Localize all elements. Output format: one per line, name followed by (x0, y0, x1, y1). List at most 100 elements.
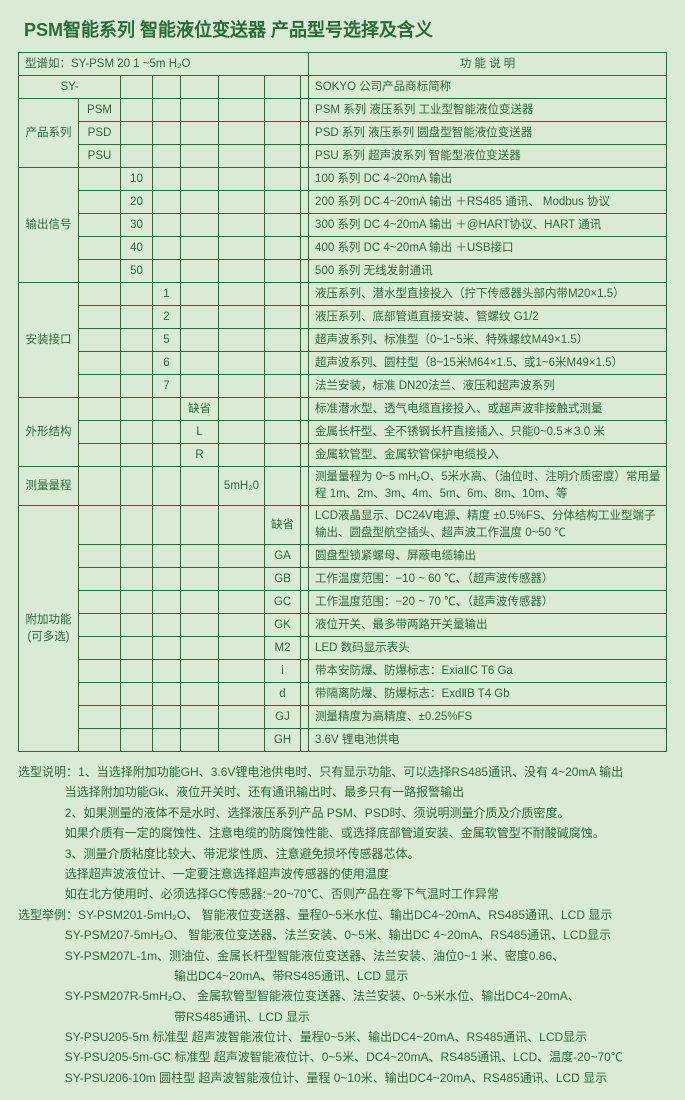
desc-cell: 300 系列 DC 4~20mA 输出 ＋@HART协议、HART 通讯 (309, 214, 667, 237)
cell: 1 (153, 283, 181, 306)
cell (79, 237, 121, 260)
cell: GJ (265, 706, 301, 729)
cell: 30 (121, 214, 153, 237)
cell (265, 306, 301, 329)
cell (301, 637, 309, 660)
desc-cell: 金属长杆型、全不锈钢长杆直接插入、只能0~0.5＊3.0 米 (309, 421, 667, 444)
cell (219, 260, 265, 283)
spec-row: 产品系列PSMPSM 系列 液压系列 工业型智能液位变送器 (19, 99, 667, 122)
cell: GK (265, 614, 301, 637)
cell (301, 375, 309, 398)
cell (153, 145, 181, 168)
cell (181, 545, 219, 568)
cell (219, 444, 265, 467)
cell (301, 329, 309, 352)
cell (301, 306, 309, 329)
cell (265, 283, 301, 306)
cell (121, 683, 153, 706)
spec-table: 型谱如：SY-PSM 20 1 ~5m H₂O 功 能 说 明 SY-SOKYO… (18, 52, 667, 752)
cell (153, 545, 181, 568)
cell: d (265, 683, 301, 706)
note-3b: 选择超声波液位计、一定要注意选择超声波传感器的使用温度 (18, 864, 667, 884)
cell: 10 (121, 168, 153, 191)
cell (153, 99, 181, 122)
cell: 50 (121, 260, 153, 283)
cell (121, 444, 153, 467)
cell (301, 568, 309, 591)
cell (79, 444, 121, 467)
spec-row: 2 液压系列、底部管道直接安装、管螺纹 G1/2 (19, 306, 667, 329)
cell (265, 76, 301, 99)
cell (181, 76, 219, 99)
spec-row: 安装接口1液压系列、潜水型直接投入（拧下传感器头部内带M20×1.5） (19, 283, 667, 306)
cell (121, 122, 153, 145)
cell (181, 122, 219, 145)
desc-cell: 法兰安装，标准 DN20法兰、液压和超声波系列 (309, 375, 667, 398)
cell (219, 506, 265, 545)
cell (181, 683, 219, 706)
spec-row: GJ测量精度为高精度、±0.25%FS (19, 706, 667, 729)
cell (79, 683, 121, 706)
cell (219, 375, 265, 398)
sel-label: 选型说明： (18, 765, 78, 779)
cell (121, 283, 153, 306)
cell (79, 191, 121, 214)
desc-cell: 液压系列、底部管道直接安装、管螺纹 G1/2 (309, 306, 667, 329)
cell: L (181, 421, 219, 444)
cell (301, 76, 309, 99)
cell (153, 76, 181, 99)
cell (121, 614, 153, 637)
cell (301, 214, 309, 237)
ex-7: SY-PSU206-10m 圆柱型 超声波智能液位计、量程 0~10米、输出DC… (18, 1068, 667, 1088)
cell: GC (265, 591, 301, 614)
cell (121, 421, 153, 444)
spec-row: L 金属长杆型、全不锈钢长杆直接插入、只能0~0.5＊3.0 米 (19, 421, 667, 444)
cell (265, 467, 301, 506)
ex-3b: 输出DC4~20mA、带RS485通讯、LCD 显示 (18, 966, 667, 986)
desc-cell: 工作温度范围：−10 ~ 60 ℃、（超声波传感器） (309, 568, 667, 591)
cell (121, 99, 153, 122)
desc-cell: PSU 系列 超声波系列 智能型液位变送器 (309, 145, 667, 168)
desc-cell: SOKYO 公司产品商标简称 (309, 76, 667, 99)
cell (219, 99, 265, 122)
cell (153, 421, 181, 444)
cell (265, 375, 301, 398)
cell (79, 467, 121, 506)
spec-row: 40400 系列 DC 4~20mA 输出 ＋USB接口 (19, 237, 667, 260)
cell (121, 76, 153, 99)
desc-cell: 500 系列 无线发射通讯 (309, 260, 667, 283)
desc-cell: 3.6V 锂电池供电 (309, 729, 667, 752)
cell (219, 614, 265, 637)
note-2b: 如果介质有一定的腐蚀性、注意电缆的防腐蚀性能、或选择底部管道安装、金属软管型不耐… (18, 823, 667, 843)
ex-3: SY-PSM207L-1m、测油位、金属长杆型智能液位变送器、法兰安装、油位0~… (18, 946, 667, 966)
cell (153, 237, 181, 260)
header-right: 功 能 说 明 (309, 53, 667, 76)
spec-row: 附加功能(可多选)缺省LCD液晶显示、DC24V电源、精度 ±0.5%FS、分体… (19, 506, 667, 545)
cell: GA (265, 545, 301, 568)
cell (153, 568, 181, 591)
cell: 2 (153, 306, 181, 329)
cell (121, 591, 153, 614)
cell (301, 191, 309, 214)
cell (79, 660, 121, 683)
cell (121, 375, 153, 398)
cell (301, 283, 309, 306)
cell (219, 145, 265, 168)
cell (121, 506, 153, 545)
cell (265, 237, 301, 260)
cell (301, 614, 309, 637)
spec-row: M2LED 数码显示表头 (19, 637, 667, 660)
note-3c: 如在北方使用时、必须选择GC传感器:−20~70℃、否则产品在零下气温时工作异常 (18, 884, 667, 904)
cell (265, 122, 301, 145)
cell (181, 168, 219, 191)
cell (79, 421, 121, 444)
cell (219, 329, 265, 352)
cell: PSU (79, 145, 121, 168)
desc-cell: 测量量程为 0~5 mH₂O、5米水高、（油位时、注明介质密度）常用量程 1m、… (309, 467, 667, 506)
cell (121, 706, 153, 729)
cell (301, 467, 309, 506)
cell (219, 706, 265, 729)
spec-row: 测量量程5mH₂0测量量程为 0~5 mH₂O、5米水高、（油位时、注明介质密度… (19, 467, 667, 506)
cell (181, 260, 219, 283)
cell (79, 568, 121, 591)
